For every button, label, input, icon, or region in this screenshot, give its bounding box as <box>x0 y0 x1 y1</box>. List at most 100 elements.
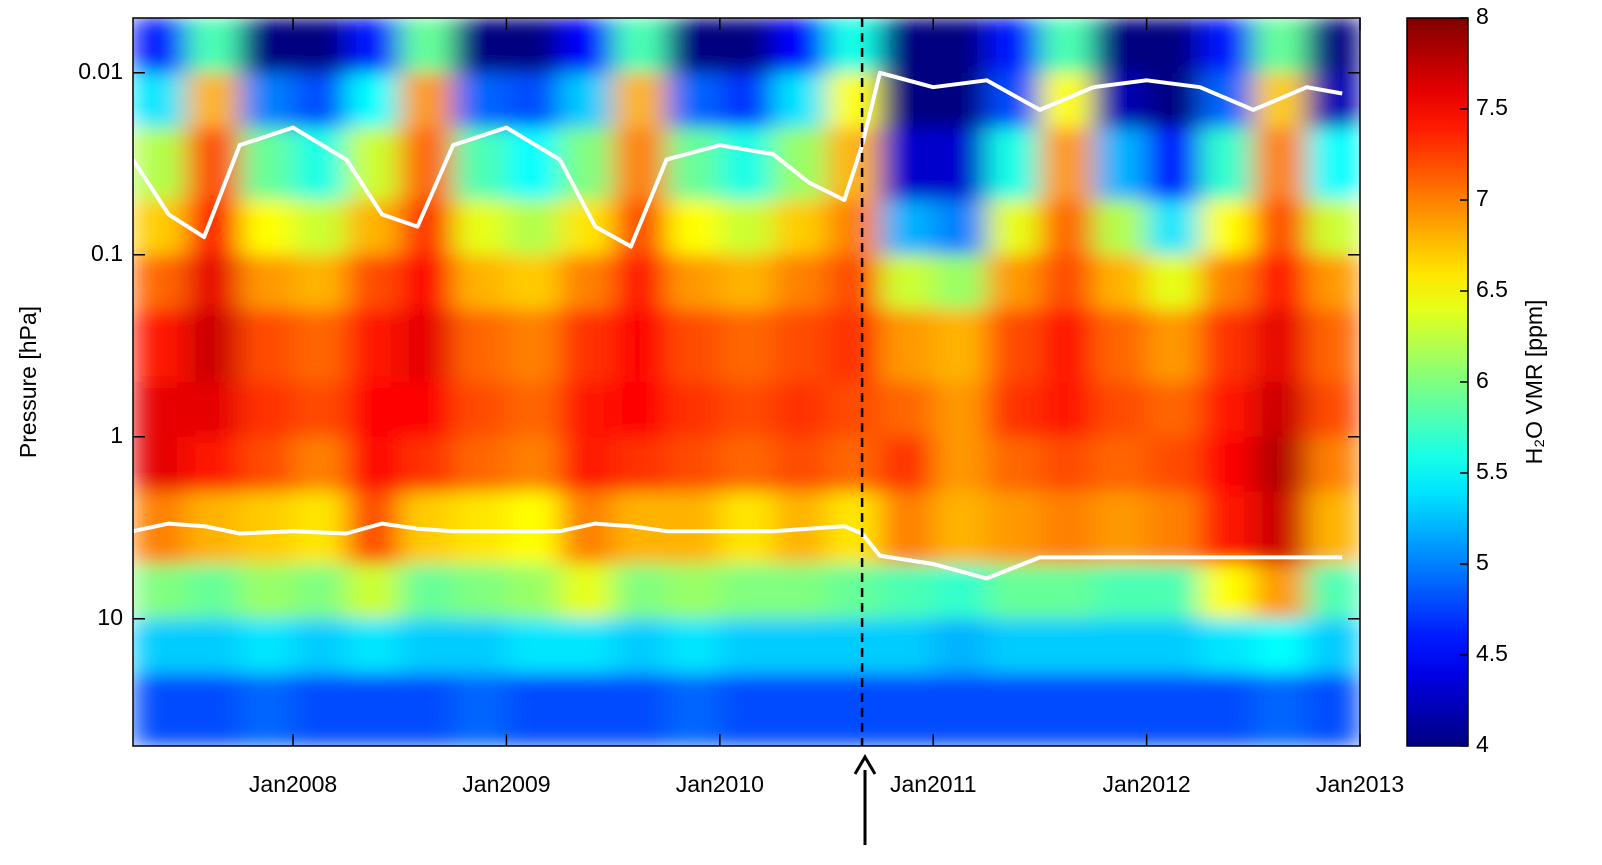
colorbar-tick-label: 6.5 <box>1476 276 1508 302</box>
colorbar-label: H₂O VMR [ppm] <box>1521 300 1547 465</box>
heat-cell <box>1253 127 1308 201</box>
heat-cell <box>399 72 454 129</box>
heat-cell <box>613 127 667 201</box>
heat-cell <box>346 200 401 256</box>
heat-cell <box>879 618 934 675</box>
heat-cell <box>133 309 187 383</box>
heat-cell <box>719 18 774 74</box>
heat-cell <box>1039 254 1094 311</box>
heat-cell <box>773 436 828 493</box>
heat-cell <box>559 127 614 201</box>
heat-cell <box>559 382 614 438</box>
heat-cell <box>133 564 187 620</box>
colorbar-tick-label: 8 <box>1476 3 1489 29</box>
heat-cell <box>399 309 454 383</box>
heat-cell <box>293 382 347 438</box>
heat-cell <box>293 436 347 493</box>
colorbar-tick-label: 4.5 <box>1476 640 1508 666</box>
heat-cell <box>879 254 934 311</box>
heat-cell <box>666 618 721 675</box>
heat-cell <box>773 673 828 746</box>
heat-cell <box>559 436 614 493</box>
heat-cell <box>666 309 721 383</box>
heat-cell <box>986 673 1041 746</box>
heat-cell <box>399 18 454 74</box>
heat-cell <box>1146 436 1201 493</box>
heat-cell <box>613 673 667 746</box>
heat-cell <box>933 18 988 74</box>
heat-cell <box>506 254 561 311</box>
heat-cell <box>1306 309 1360 383</box>
heat-cell <box>1093 309 1148 383</box>
profile-line <box>133 70 1343 249</box>
colorbar-tick-label: 7.5 <box>1476 94 1508 120</box>
heat-cell <box>1199 491 1254 565</box>
heat-cell <box>986 127 1041 201</box>
heat-cell <box>879 382 934 438</box>
annotation-arrow-head <box>853 754 877 775</box>
heat-cell <box>1039 491 1094 565</box>
heat-cell <box>399 673 454 746</box>
heat-cell <box>293 618 347 675</box>
heat-cell <box>293 72 347 129</box>
heat-cell <box>773 72 828 129</box>
heat-cell <box>986 72 1041 129</box>
heat-cell <box>1199 436 1254 493</box>
heat-cell <box>239 436 294 493</box>
heat-cell <box>719 200 774 256</box>
y-tick-label: 10 <box>97 604 123 630</box>
heat-cell <box>453 18 507 74</box>
heat-cell <box>293 127 347 201</box>
heat-cell <box>986 436 1041 493</box>
heat-cell <box>133 382 187 438</box>
heat-cell <box>1093 618 1148 675</box>
heat-cell <box>1039 618 1094 675</box>
heat-cell <box>506 491 561 565</box>
heat-cell <box>666 436 721 493</box>
heat-cell <box>346 127 401 201</box>
heat-cell <box>1039 673 1094 746</box>
heat-cell <box>1093 491 1148 565</box>
y-tick-label: 0.1 <box>91 240 123 266</box>
heat-cell <box>666 72 721 129</box>
heat-cell <box>239 127 294 201</box>
heat-cell <box>719 254 774 311</box>
heat-cell <box>666 127 721 201</box>
heat-cell <box>986 618 1041 675</box>
heat-cell <box>239 491 294 565</box>
heat-cell <box>559 18 614 74</box>
heat-cell <box>826 564 881 620</box>
heat-cell <box>826 309 881 383</box>
heat-cell <box>666 382 721 438</box>
heat-cell <box>453 72 507 129</box>
heat-cell <box>986 491 1041 565</box>
heat-cell <box>613 72 667 129</box>
heat-cell <box>293 564 347 620</box>
heat-cell <box>879 491 934 565</box>
heat-cell <box>1253 254 1308 311</box>
heat-cell <box>1146 673 1201 746</box>
heat-cell <box>666 18 721 74</box>
heat-cell <box>773 18 828 74</box>
heat-cell <box>933 127 988 201</box>
heat-cell <box>133 18 187 74</box>
heat-cell <box>293 18 347 74</box>
heat-cell <box>613 254 667 311</box>
plot-frame <box>132 17 1361 747</box>
heat-cell <box>1146 382 1201 438</box>
colorbar-tick-label: 5.5 <box>1476 458 1508 484</box>
heat-cell <box>773 254 828 311</box>
heat-cell <box>719 309 774 383</box>
heat-cell <box>773 618 828 675</box>
heat-cell <box>1253 491 1308 565</box>
heat-cell <box>666 254 721 311</box>
heat-cell <box>1253 564 1308 620</box>
heat-cell <box>346 254 401 311</box>
heat-cell <box>826 382 881 438</box>
heat-cell <box>239 382 294 438</box>
heat-cell <box>1039 436 1094 493</box>
heat-cell <box>1146 18 1201 74</box>
heat-cell <box>666 564 721 620</box>
x-tick-label: Jan2012 <box>1102 771 1190 797</box>
